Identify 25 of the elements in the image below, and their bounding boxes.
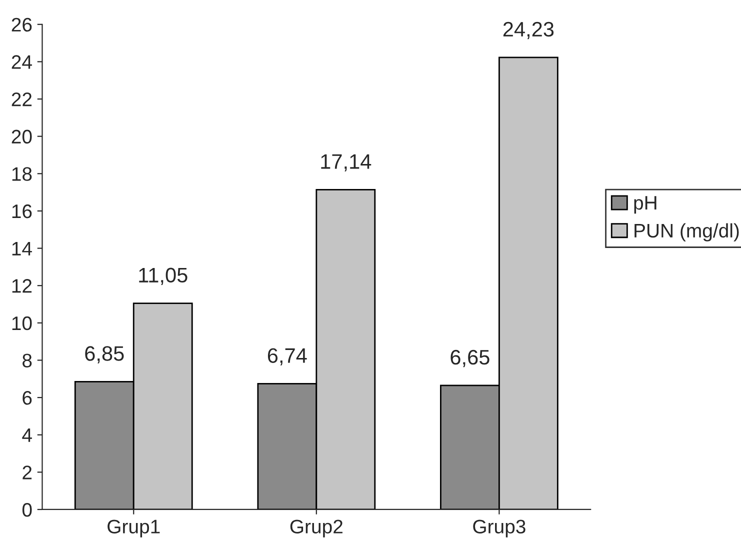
y-tick-label: 22 [12, 92, 32, 106]
y-tick-label: 14 [12, 242, 32, 256]
y-tick-label: 6 [22, 391, 32, 405]
x-tick-label: Grup2 [290, 520, 342, 538]
data-label: 17,14 [321, 154, 372, 172]
data-label: 11,05 [139, 268, 188, 285]
data-label: 6,85 [85, 346, 124, 364]
x-tick-label: Grup1 [108, 520, 160, 538]
x-tick-label: Grup3 [473, 520, 526, 538]
y-tick-label: 2 [22, 466, 32, 480]
y-tick-label: 10 [12, 316, 32, 330]
data-label: 6,65 [450, 350, 490, 368]
data-label: 6,74 [268, 348, 307, 366]
y-tick-label: 20 [12, 130, 32, 144]
legend-label: pH [634, 196, 656, 214]
y-tick-label: 24 [12, 55, 32, 69]
legend-label: PUN (mg/dl) [634, 223, 739, 242]
y-tick-label: 8 [22, 354, 32, 368]
data-label: 24,23 [503, 22, 554, 40]
y-tick-label: 16 [12, 204, 32, 218]
y-tick-label: 0 [22, 502, 32, 517]
y-tick-label: 4 [22, 428, 32, 442]
y-tick-label: 12 [12, 279, 32, 293]
y-tick-label: 26 [12, 18, 32, 32]
y-tick-label: 18 [12, 167, 32, 181]
